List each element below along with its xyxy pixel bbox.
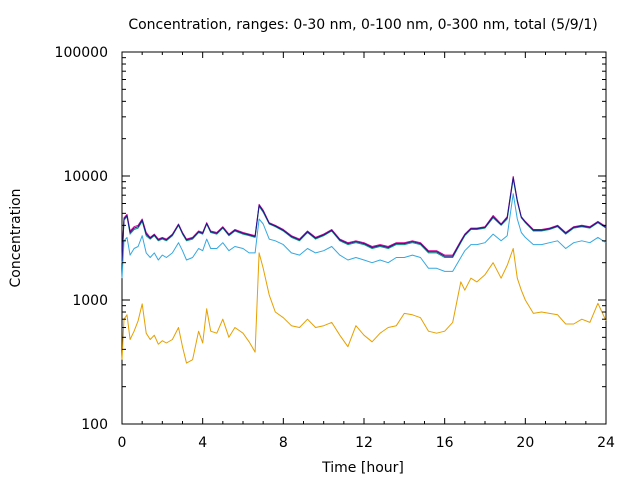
series-line-4 (121, 176, 607, 261)
x-tick-label: 20 (516, 435, 534, 451)
x-axis: 0 4 8 12 16 20 24 (118, 52, 615, 451)
plot-frame (121, 51, 607, 425)
x-tick-label: 24 (597, 435, 615, 451)
x-axis-label: Time [hour] (321, 460, 404, 476)
series-line-1 (121, 248, 607, 364)
x-tick-label: 8 (279, 435, 288, 451)
y-tick-label: 100000 (55, 45, 108, 61)
x-tick-label: 16 (436, 435, 454, 451)
series-line-5 (121, 177, 607, 262)
chart-title: Concentration, ranges: 0-30 nm, 0-100 nm… (128, 17, 597, 33)
x-tick-label: 0 (118, 435, 127, 451)
series-line-2 (121, 193, 607, 279)
y-tick-label: 1000 (72, 293, 108, 309)
y-tick-label: 10000 (63, 169, 108, 185)
x-tick-label: 4 (198, 435, 207, 451)
y-axis: 100 1000 10000 100000 (55, 45, 606, 433)
series-line-3 (121, 178, 607, 263)
y-tick-label: 100 (81, 417, 108, 433)
series-layer (121, 176, 607, 364)
x-tick-label: 12 (355, 435, 373, 451)
y-axis-label: Concentration (8, 188, 24, 287)
